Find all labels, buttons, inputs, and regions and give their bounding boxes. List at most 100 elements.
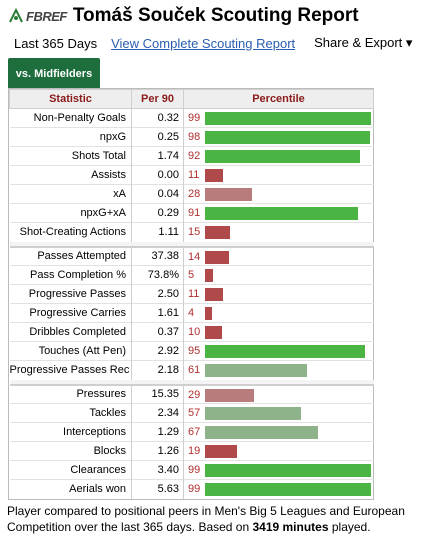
header-percentile[interactable]: Percentile <box>183 89 374 109</box>
percentile-bar <box>205 326 222 339</box>
percentile-cell: 29 <box>183 383 374 404</box>
percentile-cell: 57 <box>183 403 374 423</box>
table-row: npxG+xA 0.29 91 <box>9 203 374 223</box>
stat-name: Non-Penalty Goals <box>9 108 132 128</box>
stat-name: Blocks <box>9 441 132 461</box>
stat-name: Aerials won <box>9 479 132 499</box>
percentile-bar <box>205 364 307 377</box>
percentile-cell: 10 <box>183 322 374 342</box>
percentile-value: 15 <box>188 226 201 238</box>
table-row: Aerials won 5.63 99 <box>9 479 374 499</box>
percentile-value: 98 <box>188 131 201 143</box>
per90-value: 0.37 <box>131 322 184 342</box>
percentile-bar <box>205 150 360 163</box>
percentile-value: 99 <box>188 112 201 124</box>
percentile-value: 99 <box>188 483 201 495</box>
header-per90[interactable]: Per 90 <box>131 89 184 109</box>
percentile-cell: 11 <box>183 284 374 304</box>
percentile-cell: 11 <box>183 165 374 185</box>
per90-value: 0.29 <box>131 203 184 223</box>
stat-name: Touches (Att Pen) <box>9 341 132 361</box>
percentile-bar <box>205 250 229 264</box>
percentile-cell: 91 <box>183 203 374 223</box>
table-row: npxG 0.25 98 <box>9 127 374 147</box>
percentile-bar <box>205 269 213 282</box>
header-statistic[interactable]: Statistic <box>9 89 132 109</box>
stat-name: npxG+xA <box>9 203 132 223</box>
percentile-value: 11 <box>188 169 200 181</box>
percentile-bar <box>205 464 371 477</box>
percentile-cell: 4 <box>183 303 374 323</box>
table-header-row: Statistic Per 90 Percentile <box>9 89 374 109</box>
percentile-bar <box>205 426 318 439</box>
percentile-value: 95 <box>188 345 201 357</box>
percentile-cell: 92 <box>183 146 374 166</box>
table-row: Shot-Creating Actions 1.11 15 <box>9 222 374 242</box>
stat-name: Shot-Creating Actions <box>9 222 132 242</box>
percentile-bar <box>205 483 371 496</box>
per90-value: 1.74 <box>131 146 184 166</box>
per90-value: 73.8% <box>131 265 184 285</box>
table-row: Touches (Att Pen) 2.92 95 <box>9 341 374 361</box>
table-row: Dribbles Completed 0.37 10 <box>9 322 374 342</box>
per90-value: 1.26 <box>131 441 184 461</box>
percentile-value: 92 <box>188 150 201 162</box>
percentile-bar <box>205 345 365 358</box>
percentile-cell: 67 <box>183 422 374 442</box>
table-row: Interceptions 1.29 67 <box>9 422 374 442</box>
page-title: Tomáš Souček Scouting Report <box>72 5 359 26</box>
table-row: Tackles 2.34 57 <box>9 403 374 423</box>
complete-report-link[interactable]: View Complete Scouting Report <box>111 35 296 51</box>
percentile-bar <box>205 131 370 144</box>
stat-name: Dribbles Completed <box>9 322 132 342</box>
stat-name: Progressive Carries <box>9 303 132 323</box>
table-row: xA 0.04 28 <box>9 184 374 204</box>
table-row: Non-Penalty Goals 0.32 99 <box>9 108 374 128</box>
period-label: Last 365 Days <box>14 35 98 51</box>
footer-text-end: played. <box>328 520 371 534</box>
percentile-bar <box>205 188 252 201</box>
per90-value: 2.50 <box>131 284 184 304</box>
percentile-cell: 95 <box>183 341 374 361</box>
logo-text: FBREF <box>26 8 67 24</box>
tab-vs-midfielders[interactable]: vs. Midfielders <box>8 58 100 89</box>
table-row: Pass Completion % 73.8% 5 <box>9 265 374 285</box>
stat-name: Shots Total <box>9 146 132 166</box>
table-row: Shots Total 1.74 92 <box>9 146 374 166</box>
percentile-value: 10 <box>188 326 201 338</box>
fbref-logo[interactable]: FBREF <box>8 8 67 24</box>
percentile-cell: 99 <box>183 479 374 499</box>
stat-name: Progressive Passes <box>9 284 132 304</box>
footer-text: Player compared to positional peers in M… <box>7 504 405 534</box>
percentile-bar <box>205 388 254 402</box>
percentile-value: 5 <box>188 269 195 281</box>
table-row: Progressive Passes Rec 2.18 61 <box>9 360 374 380</box>
group-separator <box>9 379 374 385</box>
fbref-logo-icon <box>9 8 23 23</box>
per90-value: 5.63 <box>131 479 184 499</box>
percentile-value: 11 <box>188 288 200 300</box>
stat-name: npxG <box>9 127 132 147</box>
percentile-value: 91 <box>188 207 201 219</box>
percentile-cell: 99 <box>183 108 374 128</box>
stat-name: Progressive Passes Rec <box>9 360 132 380</box>
percentile-bar <box>205 288 223 301</box>
per90-value: 37.38 <box>131 245 184 266</box>
group-separator <box>9 241 374 247</box>
percentile-value: 61 <box>188 364 201 376</box>
per90-value: 0.04 <box>131 184 184 204</box>
percentile-value: 4 <box>188 307 195 319</box>
percentile-bar <box>205 407 301 420</box>
table-row: Passes Attempted 37.38 14 <box>9 245 374 266</box>
percentile-value: 57 <box>188 407 201 419</box>
stat-name: Clearances <box>9 460 132 480</box>
percentile-cell: 61 <box>183 360 374 380</box>
percentile-bar <box>205 226 230 239</box>
per90-value: 0.32 <box>131 108 184 128</box>
share-export-button[interactable]: Share & Export ▾ <box>314 35 413 50</box>
percentile-value: 29 <box>188 388 201 401</box>
table-row: Progressive Passes 2.50 11 <box>9 284 374 304</box>
footer-note: Player compared to positional peers in M… <box>7 503 427 535</box>
table-row: Clearances 3.40 99 <box>9 460 374 480</box>
per90-value: 1.11 <box>131 222 184 242</box>
